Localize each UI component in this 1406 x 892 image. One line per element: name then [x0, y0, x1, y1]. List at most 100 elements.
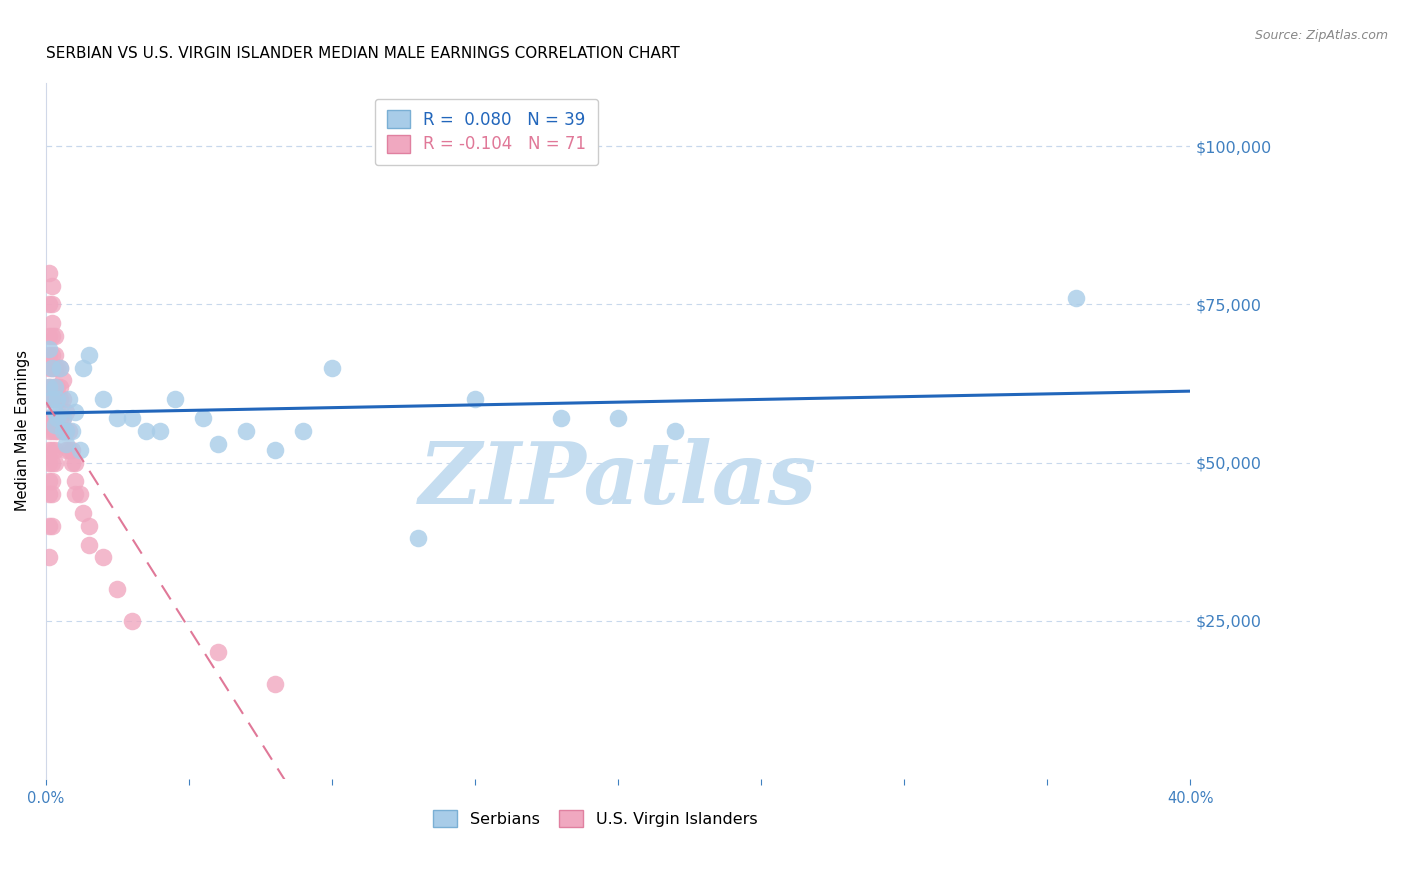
Point — [55, 424, 77, 438]
Point — [41, 297, 63, 311]
Point — [49, 360, 72, 375]
Point — [38, 475, 60, 489]
Point — [38, 342, 60, 356]
Point — [44, 392, 66, 407]
Point — [38, 411, 60, 425]
Point — [41, 424, 63, 438]
Point — [41, 379, 63, 393]
Point — [41, 456, 63, 470]
Point — [41, 518, 63, 533]
Point — [107, 582, 129, 596]
Point — [41, 317, 63, 331]
Point — [55, 405, 77, 419]
Point — [44, 329, 66, 343]
Point — [49, 392, 72, 407]
Point — [44, 456, 66, 470]
Point — [38, 266, 60, 280]
Point — [49, 405, 72, 419]
Point — [49, 360, 72, 375]
Point — [263, 442, 285, 457]
Point — [149, 424, 172, 438]
Point — [46, 360, 69, 375]
Point — [607, 411, 630, 425]
Point — [55, 436, 77, 450]
Point — [464, 392, 486, 407]
Point — [91, 392, 114, 407]
Point — [46, 379, 69, 393]
Point — [41, 360, 63, 375]
Point — [55, 424, 77, 438]
Point — [77, 518, 100, 533]
Point — [52, 411, 75, 425]
Point — [207, 645, 229, 659]
Point — [263, 677, 285, 691]
Point — [38, 348, 60, 362]
Point — [49, 379, 72, 393]
Point — [41, 475, 63, 489]
Point — [41, 329, 63, 343]
Point — [46, 411, 69, 425]
Point — [44, 379, 66, 393]
Point — [63, 475, 86, 489]
Point — [52, 424, 75, 438]
Point — [38, 456, 60, 470]
Point — [44, 411, 66, 425]
Point — [38, 297, 60, 311]
Point — [44, 348, 66, 362]
Point — [38, 379, 60, 393]
Point — [664, 424, 686, 438]
Text: Source: ZipAtlas.com: Source: ZipAtlas.com — [1254, 29, 1388, 42]
Point — [60, 442, 83, 457]
Point — [63, 405, 86, 419]
Point — [44, 442, 66, 457]
Point — [235, 424, 257, 438]
Point — [52, 424, 75, 438]
Point — [91, 550, 114, 565]
Point — [49, 411, 72, 425]
Point — [550, 411, 572, 425]
Point — [41, 487, 63, 501]
Point — [135, 424, 157, 438]
Point — [38, 424, 60, 438]
Point — [121, 614, 143, 628]
Point — [163, 392, 186, 407]
Point — [69, 442, 91, 457]
Point — [63, 487, 86, 501]
Point — [41, 392, 63, 407]
Point — [41, 411, 63, 425]
Point — [107, 411, 129, 425]
Point — [58, 392, 80, 407]
Point — [60, 424, 83, 438]
Point — [58, 442, 80, 457]
Point — [77, 538, 100, 552]
Point — [46, 392, 69, 407]
Point — [58, 424, 80, 438]
Point — [38, 518, 60, 533]
Point — [52, 392, 75, 407]
Point — [44, 360, 66, 375]
Point — [38, 442, 60, 457]
Point — [1064, 291, 1087, 305]
Point — [38, 392, 60, 407]
Legend: Serbians, U.S. Virgin Islanders: Serbians, U.S. Virgin Islanders — [427, 804, 763, 833]
Point — [41, 442, 63, 457]
Point — [121, 411, 143, 425]
Point — [207, 436, 229, 450]
Point — [38, 329, 60, 343]
Point — [41, 278, 63, 293]
Point — [63, 456, 86, 470]
Y-axis label: Median Male Earnings: Median Male Earnings — [15, 351, 30, 511]
Text: SERBIAN VS U.S. VIRGIN ISLANDER MEDIAN MALE EARNINGS CORRELATION CHART: SERBIAN VS U.S. VIRGIN ISLANDER MEDIAN M… — [46, 46, 679, 62]
Point — [77, 348, 100, 362]
Point — [321, 360, 343, 375]
Point — [52, 411, 75, 425]
Point — [44, 379, 66, 393]
Point — [406, 532, 429, 546]
Point — [38, 379, 60, 393]
Point — [38, 487, 60, 501]
Point — [41, 360, 63, 375]
Point — [44, 405, 66, 419]
Point — [193, 411, 215, 425]
Point — [41, 392, 63, 407]
Point — [41, 348, 63, 362]
